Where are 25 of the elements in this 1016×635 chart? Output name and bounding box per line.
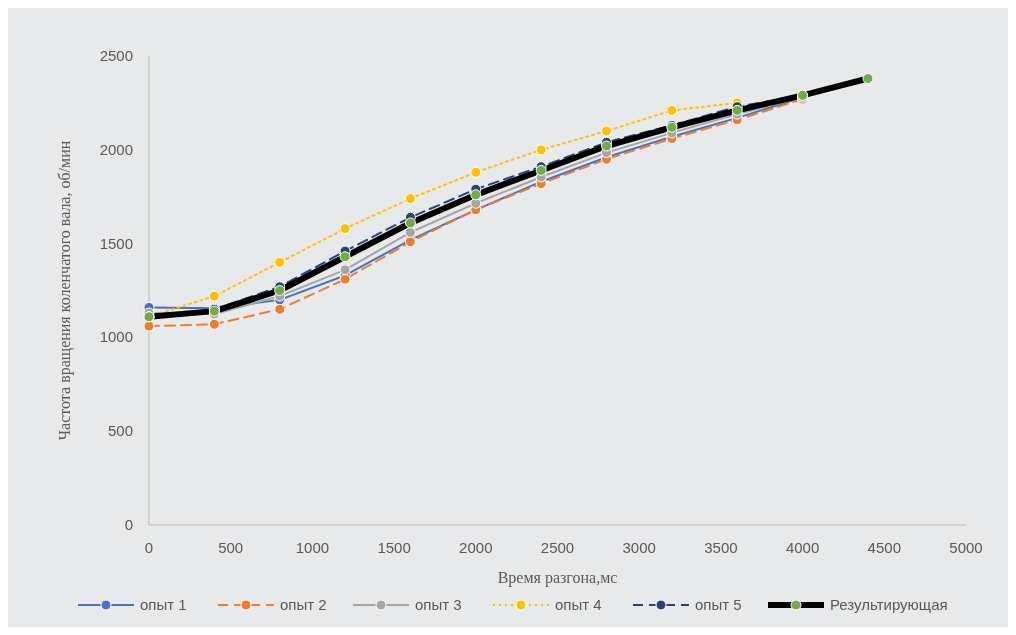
x-tick-label: 4000	[785, 539, 820, 556]
x-tick-label: 500	[218, 539, 244, 556]
y-tick-label: 2500	[99, 47, 133, 64]
legend-label: опыт 2	[280, 596, 327, 613]
x-tick-label: 3500	[704, 539, 738, 556]
x-tick-label: 5000	[949, 539, 983, 556]
legend-label: опыт 3	[415, 596, 462, 613]
y-tick-label: 500	[107, 422, 133, 440]
legend-label: Результирующая	[830, 596, 948, 613]
x-tick-label: 1000	[295, 539, 330, 556]
x-axis-title: Время разгона,мс	[497, 569, 618, 587]
x-tick-label: 4500	[867, 539, 901, 556]
y-tick-label: 0	[124, 516, 133, 533]
x-tick-label: 0	[144, 539, 154, 556]
x-tick-label: 3000	[622, 539, 656, 556]
x-tick-label: 2500	[540, 539, 575, 556]
y-tick-label: 1000	[99, 328, 133, 346]
x-tick-label: 2000	[459, 539, 493, 556]
legend-label: опыт 1	[140, 596, 187, 613]
y-tick-label: 1500	[99, 234, 133, 252]
y-axis-title: Частота вращения коленчатого вала, об/мин	[56, 140, 74, 441]
legend-label: опыт 5	[695, 596, 742, 613]
x-tick-label: 1500	[377, 539, 411, 556]
y-tick-label: 2000	[99, 140, 133, 158]
legend-label: опыт 4	[555, 596, 602, 613]
